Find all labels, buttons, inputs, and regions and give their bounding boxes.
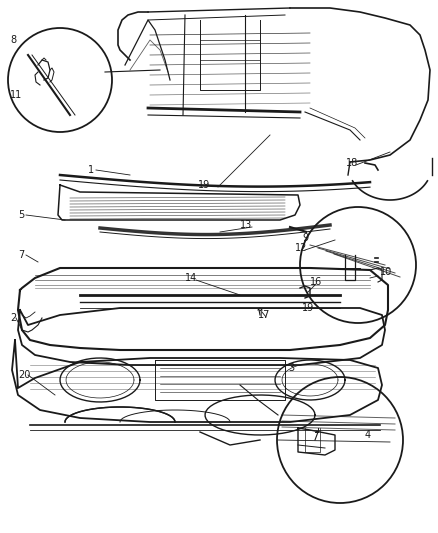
Text: 2: 2	[10, 313, 16, 323]
Text: 19: 19	[302, 303, 314, 313]
Text: 4: 4	[365, 430, 371, 440]
Text: 19: 19	[198, 180, 210, 190]
Text: 16: 16	[310, 277, 322, 287]
Text: 11: 11	[10, 90, 22, 100]
Text: 14: 14	[185, 273, 197, 283]
Text: 12: 12	[295, 243, 307, 253]
Text: 20: 20	[18, 370, 30, 380]
Text: 17: 17	[258, 310, 270, 320]
Text: 8: 8	[10, 35, 16, 45]
Text: 13: 13	[240, 220, 252, 230]
Text: 3: 3	[288, 363, 294, 373]
Text: 7: 7	[18, 250, 24, 260]
Text: 9: 9	[302, 233, 308, 243]
Text: 5: 5	[18, 210, 24, 220]
Text: 1: 1	[88, 165, 94, 175]
Text: 10: 10	[380, 267, 392, 277]
Text: 18: 18	[346, 158, 358, 168]
